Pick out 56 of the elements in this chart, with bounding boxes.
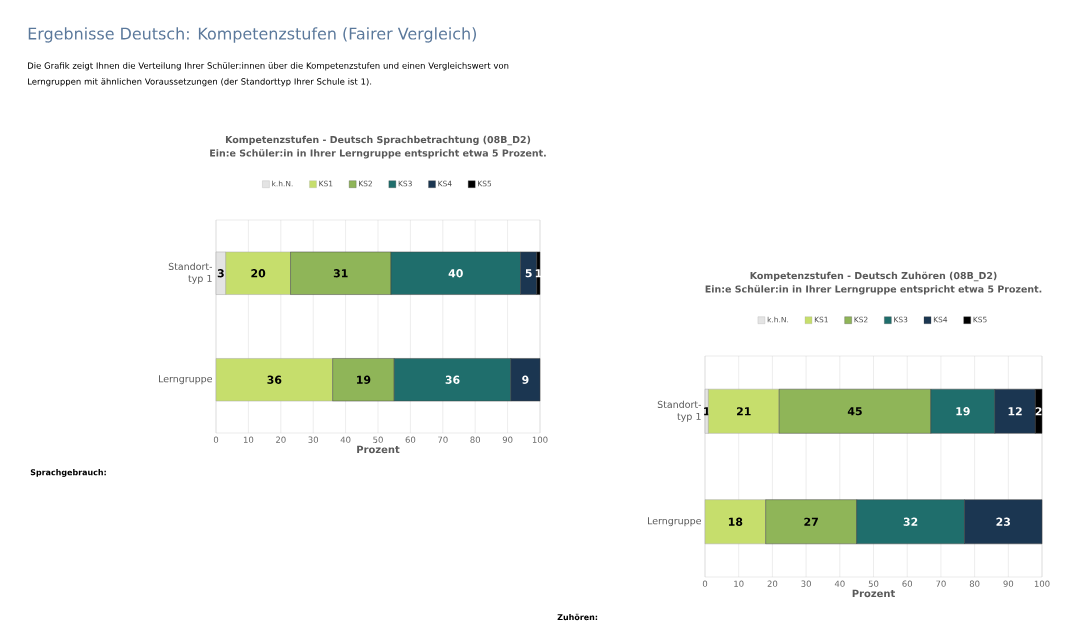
x-tick-label: 0 [213,436,219,443]
x-tick-label: 50 [868,580,879,587]
data-label: 20 [251,269,266,278]
chart-title: Kompetenzstufen - Deutsch Zuhören (08B_D2) [750,271,997,282]
text: Die Grafik zeigt Ihnen die Verteilung Ihrer Schüler:innen über die Kompetenzstufen und einen Vergleichswert von Lerngruppen mit ähnlichen Voraussetzungen (der Standorttyp Ihrer Schule ist 1). [28,62,509,87]
data-label: 2 [1035,407,1042,416]
x-tick-label: 90 [502,436,513,443]
data-label: 36 [267,375,282,384]
x-tick-label: 100 [532,436,548,443]
x-tick-label: 70 [438,436,448,443]
x-tick-label: 10 [243,436,254,443]
bar [215,358,333,402]
x-tick-label: 70 [936,580,946,587]
data-label: 5 [525,269,532,278]
x-tick-label: 30 [801,580,811,587]
x-tick-label: 80 [470,436,481,443]
text: Ergebnisse Deutsch: Kompetenzstufen (Fairer Vergleich) [28,27,476,43]
x-tick-label: 100 [1034,580,1050,587]
data-label: 21 [737,407,751,416]
data-label: 19 [956,407,970,416]
data-label: 19 [357,375,371,384]
data-label: 23 [996,517,1011,526]
data-label: 31 [333,269,348,278]
data-label: 32 [903,517,918,526]
data-label: 3 [217,269,224,278]
chart-title: Kompetenzstufen - Deutsch Sprachbetrachtung (08B_D2) [225,135,531,146]
x-axis-title: Prozent [357,445,400,454]
x-tick-label: 40 [834,580,845,587]
y-tick-label: Lerngruppe [159,375,212,385]
data-label: 18 [728,517,743,526]
x-tick-label: 50 [373,436,383,443]
x-tick-label: 60 [902,580,913,587]
x-tick-label: 0 [702,580,708,587]
x-tick-label: 10 [734,580,744,587]
x-tick-label: 20 [276,436,286,443]
bar [704,499,766,545]
data-label: 1 [704,407,710,416]
x-tick-label: 30 [308,436,319,443]
data-label: 27 [804,517,818,526]
x-tick-label: 60 [405,436,416,443]
x-axis-title: Prozent [852,589,896,598]
bar [708,388,780,434]
data-label: 36 [445,375,460,384]
y-tick-label: Lerngruppe [648,517,701,527]
y-tick-label: Standort-typ 1 [168,262,213,284]
y-tick-label: Standort-typ 1 [657,400,702,422]
data-label: 12 [1008,407,1022,416]
x-tick-label: 90 [1003,580,1014,587]
chart-subtitle: Ein:e Schüler:in in Ihrer Lerngruppe entspricht etwa 5 Prozent. [210,149,546,159]
x-tick-label: 80 [969,580,980,587]
data-label: 40 [448,269,463,278]
chart-subtitle: Ein:e Schüler:in in Ihrer Lerngruppe entspricht etwa 5 Prozent. [705,285,1042,295]
x-tick-label: 40 [340,436,351,443]
data-label: 45 [847,407,862,416]
data-label: 9 [522,375,529,384]
x-tick-label: 20 [767,580,778,587]
